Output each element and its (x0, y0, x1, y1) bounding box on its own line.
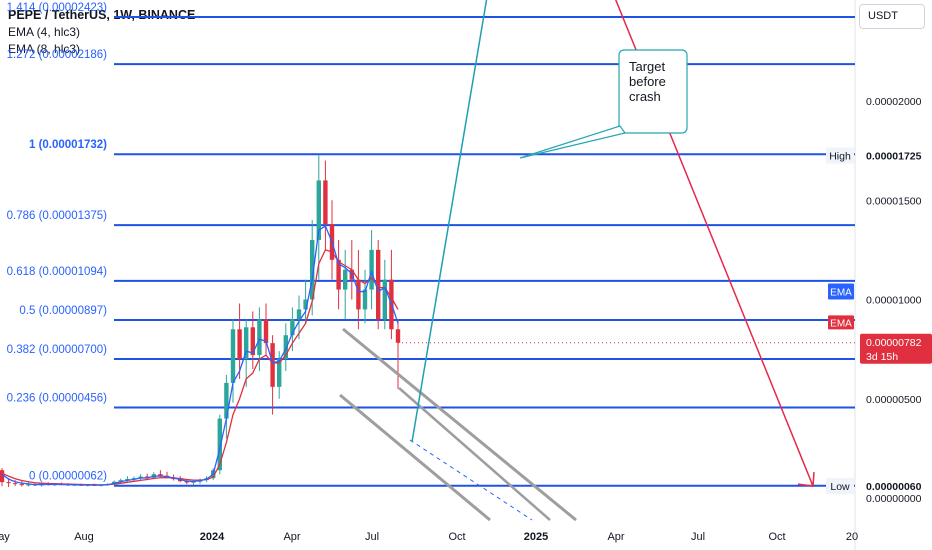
candle-body (283, 335, 288, 360)
candle-body (244, 327, 249, 360)
channel-lower (339, 393, 491, 522)
candle-body (237, 329, 242, 360)
candle-body (382, 279, 387, 320)
high-tag-value: 0.00001725 (866, 151, 922, 163)
y-tick-label: 0.00000500 (866, 394, 922, 406)
candle-body (395, 329, 401, 343)
x-tick-label: Apr (283, 531, 300, 543)
candle-body (263, 319, 269, 344)
chart-title: PEPE / TetherUS, 1W, BINANCE (8, 8, 196, 22)
candle-body (217, 418, 222, 471)
high-tag-label-bg (826, 147, 854, 164)
candle-body (230, 329, 236, 383)
candle-body (323, 180, 328, 225)
candle-body (303, 299, 308, 310)
low-tag-value: 0.00000060 (866, 481, 922, 493)
projection-dashed (409, 439, 533, 521)
x-tick-label: Jul (365, 531, 379, 543)
candle-body (270, 343, 275, 387)
candle-body (0, 470, 5, 483)
fib-label: 0.236 (0.00000456) (7, 392, 108, 404)
candle-body (277, 359, 282, 387)
y-tick-label: 0.00001500 (866, 195, 922, 207)
ema-fast-line (1, 225, 399, 486)
target-callout-box (618, 49, 688, 134)
x-tick-label: ay (0, 531, 10, 543)
fib-label: 1 (0.00001732) (29, 139, 107, 151)
ema-slow-legend[interactable]: EMA (8, hlc3) (8, 42, 81, 56)
currency-button[interactable]: USDT (859, 4, 925, 29)
ema-slow-tag-bg (828, 315, 854, 330)
y-tick-label: 0.00001000 (866, 295, 922, 307)
channel-upper (342, 327, 577, 522)
channel-mid (398, 387, 551, 521)
high-tag-label: High (829, 151, 851, 163)
candle-body (310, 239, 315, 300)
ema-fast-legend[interactable]: EMA (4, hlc3) (8, 25, 81, 39)
candle-body (145, 476, 150, 478)
last-price-tag-bg (860, 333, 932, 364)
crash-arrow-line (614, 0, 814, 487)
fib-label: 1.414 (0.00002423) (7, 2, 108, 14)
x-tick-label: Aug (74, 531, 94, 543)
candle-body (26, 484, 31, 486)
ema-slow-tag: EMA (830, 318, 852, 329)
low-tag-bg (860, 478, 932, 495)
candle-body (158, 474, 163, 476)
x-tick-label: Jul (691, 531, 705, 543)
candle-body (257, 319, 262, 356)
candle-body (118, 480, 123, 482)
candle-body (376, 249, 381, 320)
high-tag-bg (860, 147, 932, 164)
x-tick-label: 20 (846, 531, 858, 543)
candle-body (191, 481, 196, 483)
x-tick-label: 2025 (524, 531, 548, 543)
fib-label: 0.382 (0.00000700) (7, 344, 108, 356)
fib-label: 0 (0.00000062) (29, 471, 107, 483)
fib-label: 0.618 (0.00001094) (7, 266, 108, 278)
fib-label: 0.786 (0.00001375) (7, 210, 108, 222)
target-callout-text: before (629, 74, 666, 89)
candle-body (316, 180, 321, 240)
candle-body (224, 382, 229, 419)
candle-body (19, 484, 24, 486)
low-tag-label-bg (826, 478, 854, 495)
x-tick-label: Oct (768, 531, 785, 543)
x-tick-label: Oct (448, 531, 465, 543)
candle-body (125, 478, 130, 481)
candle-body (343, 269, 348, 290)
y-tick-label: 0.00000000 (866, 493, 922, 505)
candle-body (13, 483, 18, 485)
low-tag-label: Low (830, 481, 850, 493)
candle-body (131, 478, 137, 480)
target-callout-pointer (519, 125, 627, 159)
target-arrow-line (411, 0, 488, 443)
ema-fast-tag: EMA (830, 288, 852, 299)
last-price-countdown: 3d 15h (866, 351, 898, 363)
candle-body (250, 327, 255, 356)
candle-body (356, 279, 361, 310)
x-tick-label: 2024 (200, 531, 225, 543)
target-callout-text: crash (629, 89, 661, 104)
ema-fast-tag-bg (828, 283, 854, 300)
candle-body (184, 481, 189, 483)
candle-body (290, 319, 295, 336)
candle-body (362, 289, 368, 310)
last-price-tag-value: 0.00000782 (866, 337, 922, 349)
candle-body (336, 259, 341, 290)
candle-body (296, 309, 302, 320)
candle-body (6, 482, 11, 484)
fib-label: 0.5 (0.00000897) (19, 305, 107, 317)
target-callout-text: Target (629, 59, 666, 74)
x-tick-label: Apr (607, 531, 624, 543)
y-tick-label: 0.00002000 (866, 96, 922, 108)
crash-arrowhead (797, 472, 815, 487)
fib-label: 1.272 (0.00002186) (7, 49, 108, 61)
